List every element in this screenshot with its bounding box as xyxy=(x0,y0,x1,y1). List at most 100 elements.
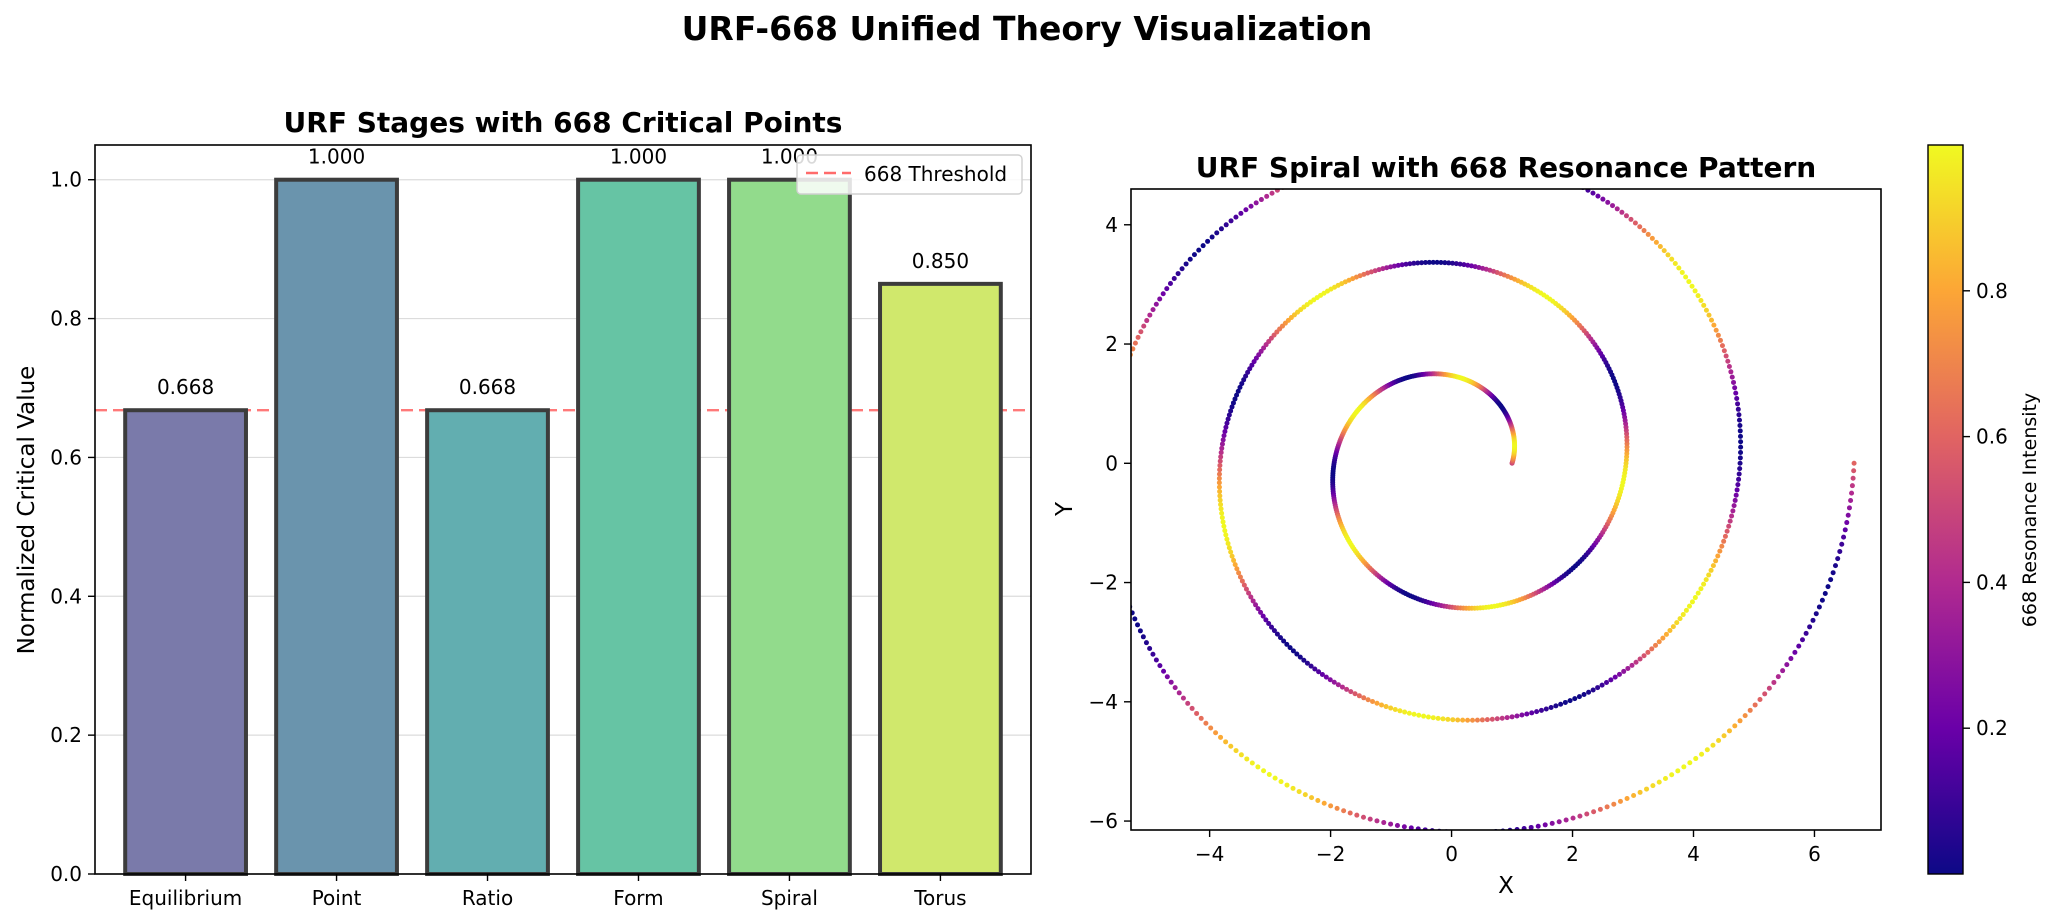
spiral-point xyxy=(1315,797,1321,803)
spiral-point xyxy=(1110,413,1115,418)
spiral-point xyxy=(1224,420,1230,426)
spiral-point xyxy=(1708,567,1714,573)
spiral-point xyxy=(1255,606,1261,612)
spiral-point xyxy=(1455,717,1461,723)
spiral-point xyxy=(1706,572,1712,578)
spiral-point xyxy=(1611,801,1617,807)
spiral-point xyxy=(1730,508,1736,514)
spiral-point xyxy=(1287,645,1293,651)
spiral-point xyxy=(1397,708,1403,714)
spiral-point xyxy=(1372,268,1378,274)
spiral-point xyxy=(1126,358,1131,363)
spiral-point xyxy=(1676,265,1682,271)
spiral-point xyxy=(1581,691,1587,697)
spiral-point xyxy=(1226,545,1232,551)
spiral-point xyxy=(1470,717,1476,723)
spiral-point xyxy=(1161,668,1167,674)
spiral-point xyxy=(1269,624,1275,630)
spiral-x-axis-label: X xyxy=(1498,873,1514,899)
spiral-y-tick-label: −2 xyxy=(1089,571,1118,595)
spiral-point xyxy=(1649,646,1655,652)
spiral-point xyxy=(1274,631,1280,637)
spiral-y-tick-label: 0 xyxy=(1105,451,1118,475)
spiral-point xyxy=(1147,312,1153,318)
spiral-point xyxy=(1367,816,1373,822)
spiral-point xyxy=(1117,382,1122,387)
spiral-point xyxy=(1435,715,1441,721)
spiral-point xyxy=(1604,804,1610,810)
spiral-point xyxy=(1656,639,1662,645)
legend-label: 668 Threshold xyxy=(864,162,1007,186)
spiral-point xyxy=(1144,318,1150,324)
spiral-point xyxy=(1619,209,1625,215)
spiral-point xyxy=(1713,327,1719,333)
bar-x-ticks: Equilibrium Point Ratio Form Spiral Torus xyxy=(129,874,967,910)
spiral-point xyxy=(1604,680,1610,686)
spiral-point xyxy=(1228,743,1234,749)
spiral-point xyxy=(1698,586,1704,592)
spiral-point xyxy=(1219,515,1225,521)
spiral-point xyxy=(1123,592,1128,597)
spiral-point xyxy=(1260,613,1266,619)
spiral-point xyxy=(1354,812,1360,818)
spiral-point xyxy=(1381,820,1387,826)
spiral-point xyxy=(1218,506,1224,512)
spiral-point xyxy=(1548,704,1554,710)
spiral-point xyxy=(1111,407,1116,412)
spiral-point xyxy=(1599,682,1605,688)
spiral-point xyxy=(1297,654,1303,660)
spiral-point xyxy=(1725,358,1731,364)
spiral-point xyxy=(1217,493,1223,499)
spiral-point xyxy=(1737,718,1743,724)
spiral-point xyxy=(1104,496,1109,501)
spiral-point xyxy=(1179,266,1185,272)
spiral-point xyxy=(1692,288,1698,294)
spiral-point xyxy=(1729,374,1735,380)
bar-x-tick-label: Spiral xyxy=(761,886,818,910)
spiral-x-tick-label: 2 xyxy=(1566,842,1579,866)
spiral-point xyxy=(1269,190,1275,196)
spiral-point xyxy=(1543,706,1549,712)
spiral-point xyxy=(1228,218,1234,224)
spiral-point xyxy=(1617,798,1623,804)
spiral-point xyxy=(1296,789,1302,795)
bar-x-tick-label: Form xyxy=(613,886,663,910)
spiral-point xyxy=(1232,562,1238,568)
spiral-point xyxy=(1472,264,1478,270)
spiral-point xyxy=(1703,577,1709,583)
spiral-point xyxy=(1243,586,1249,592)
spiral-point xyxy=(1411,260,1417,266)
spiral-point xyxy=(1304,660,1310,666)
spiral-point xyxy=(1218,502,1224,508)
spiral-point xyxy=(1631,792,1637,798)
spiral-point xyxy=(1792,649,1798,655)
spiral-point xyxy=(1558,701,1564,707)
spiral-point xyxy=(1733,390,1739,396)
spiral-point xyxy=(1222,428,1228,434)
spiral-point xyxy=(1248,203,1254,209)
spiral-point xyxy=(1253,200,1259,206)
spiral-point xyxy=(1223,222,1229,228)
spiral-point xyxy=(1388,705,1394,711)
spiral-chart: URF Spiral with 668 Resonance Pattern −4… xyxy=(1052,151,1882,899)
spiral-point xyxy=(1217,488,1223,494)
spiral-point xyxy=(1766,685,1772,691)
spiral-point xyxy=(1347,810,1353,816)
spiral-point xyxy=(1411,711,1417,717)
spiral-point xyxy=(1223,532,1229,538)
spiral-point xyxy=(1695,590,1701,596)
spiral-point xyxy=(1775,674,1781,680)
spiral-point xyxy=(1701,302,1707,308)
spiral-point xyxy=(1249,760,1255,766)
spiral-point xyxy=(1328,803,1334,809)
bar-plot-frame xyxy=(94,144,1032,875)
spiral-point xyxy=(1562,699,1568,705)
spiral-point xyxy=(1519,712,1525,718)
spiral-point xyxy=(1825,584,1831,590)
spiral-point xyxy=(1103,490,1108,495)
spiral-point xyxy=(1253,602,1259,608)
spiral-point xyxy=(1679,269,1685,275)
spiral-point xyxy=(1556,819,1562,825)
spiral-point xyxy=(1316,669,1322,675)
